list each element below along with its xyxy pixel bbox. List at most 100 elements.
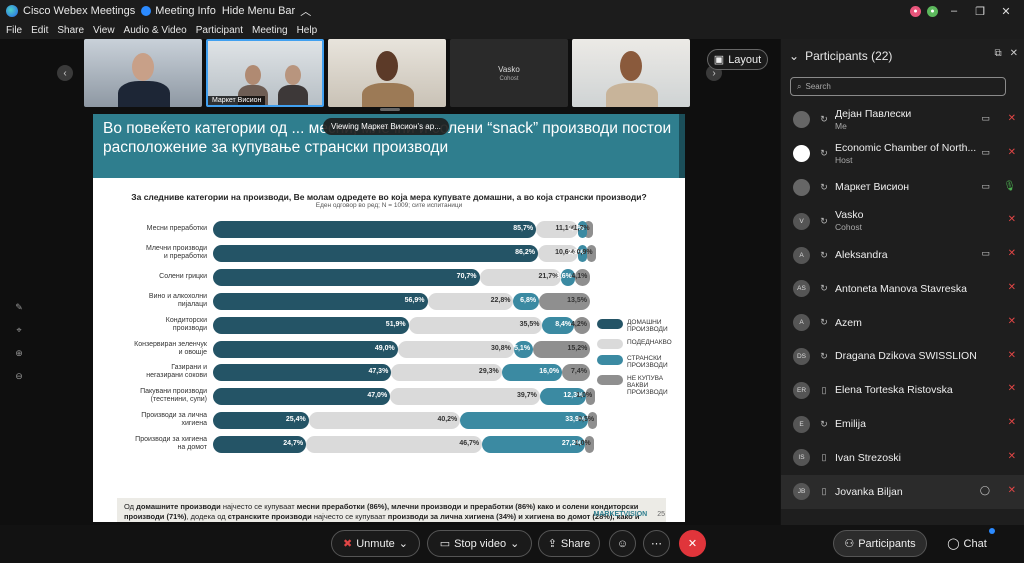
data-label: 46,7%: [459, 440, 480, 448]
stop-video-button[interactable]: ▭ Stop video ⌄: [427, 530, 532, 557]
sync-icon: ↻: [820, 114, 828, 125]
restore-icon[interactable]: ❐: [975, 5, 985, 18]
mic-muted-icon[interactable]: ✕: [1007, 146, 1016, 158]
person-silhouette: [606, 83, 658, 107]
participant-row[interactable]: ↻ Economic Chamber of North... Host ▭ ✕: [781, 137, 1024, 171]
menu-file[interactable]: File: [6, 25, 23, 36]
data-label: 49,0%: [374, 344, 395, 352]
unmute-button[interactable]: ✖ Unmute ⌄: [331, 530, 420, 557]
category-label: Газирани и негазирани сокови: [146, 364, 207, 380]
person-silhouette: [620, 51, 642, 81]
participant-row[interactable]: AS ↻ Antoneta Manova Stavreska ✕: [781, 272, 1024, 306]
chat-button[interactable]: ◯ Chat: [947, 537, 987, 551]
sync-icon: ↻: [820, 418, 828, 429]
participants-header[interactable]: ⌄ Participants (22): [789, 49, 893, 63]
mic-muted-icon[interactable]: ✕: [1007, 417, 1016, 429]
video-tile-active-speaker[interactable]: Маркет Висион: [206, 39, 324, 107]
bar-segment: [574, 316, 590, 334]
reactions-button[interactable]: ☺: [609, 530, 636, 557]
avatar: V: [793, 212, 810, 230]
sync-icon: ↻: [820, 283, 828, 294]
participant-name-text: Antoneta Manova Stavreska: [835, 282, 967, 295]
participant-row[interactable]: ↻ Маркет Висион ▭ 🎙: [781, 171, 1024, 205]
status-icon[interactable]: ●: [927, 5, 938, 17]
close-panel-icon[interactable]: ✕: [1009, 48, 1018, 59]
participant-row[interactable]: V ↻ Vasko Cohost ✕: [781, 204, 1024, 238]
summary-text: најчесто се купуваат: [311, 512, 388, 521]
leave-meeting-button[interactable]: ✕: [679, 530, 706, 557]
menu-participant[interactable]: Participant: [195, 25, 243, 36]
bar-segment: [213, 340, 398, 358]
bar-segment: [397, 340, 514, 358]
legend-label: СТРАНСКИ ПРОИЗВОДИ: [627, 355, 668, 369]
slide-question: За следниве категории на производи, Ве м…: [131, 192, 647, 202]
data-label: 8,4%: [555, 320, 572, 328]
menu-audio-video[interactable]: Audio & Video: [123, 25, 187, 36]
data-label: 1,5%: [567, 225, 584, 232]
mic-on-icon[interactable]: 🎙: [1003, 180, 1016, 192]
menu-help[interactable]: Help: [296, 25, 318, 36]
mic-muted-icon[interactable]: ✕: [1007, 113, 1016, 124]
data-label: 15,2%: [567, 344, 588, 352]
participant-row[interactable]: JB ▯ Jovanka Biljan ◯ ✕: [781, 474, 1024, 509]
menu-share[interactable]: Share: [57, 25, 85, 36]
participant-role: Cohost: [835, 222, 862, 233]
participant-row[interactable]: A ↻ Azem ✕: [781, 306, 1024, 340]
notification-icon[interactable]: ●: [910, 5, 921, 17]
participant-row[interactable]: ↻ Дејан Павлески Me ▭ ✕: [781, 103, 1024, 137]
video-tile-no-video[interactable]: Vasko Cohost: [450, 39, 568, 107]
meeting-info-button[interactable]: Meeting Info: [141, 5, 216, 17]
avatar: DS: [793, 347, 810, 365]
data-label: 70,7%: [456, 272, 477, 280]
hide-menu-bar-button[interactable]: Hide Menu Bar ︿: [221, 5, 312, 18]
bar-segment: [427, 292, 514, 310]
participant-row[interactable]: ER ▯ Elena Torteska Ristovska ✕: [781, 373, 1024, 407]
close-icon[interactable]: ✕: [1001, 5, 1011, 18]
legend-label: НЕ КУПУВА ВАКВИ ПРОИЗВОДИ: [627, 375, 668, 396]
participant-row[interactable]: IS ▯ Ivan Strezoski ✕: [781, 441, 1024, 475]
video-role-label: Cohost: [499, 75, 519, 82]
menu-meeting[interactable]: Meeting: [252, 25, 288, 36]
participant-name: Emilija: [835, 418, 866, 430]
page-number: 25: [657, 511, 665, 518]
video-tile[interactable]: [572, 39, 690, 107]
video-tile[interactable]: [328, 39, 446, 107]
prev-videos-button[interactable]: ‹: [57, 65, 73, 81]
search-input[interactable]: ⌕ Search: [790, 77, 1006, 96]
mic-muted-icon[interactable]: ✕: [1007, 450, 1016, 462]
share-icon: ⇪: [547, 538, 557, 550]
share-button[interactable]: ⇪ Share: [538, 530, 600, 557]
participant-name-text: Aleksandra: [835, 249, 888, 262]
bar-segment: [501, 364, 563, 382]
menu-view[interactable]: View: [93, 25, 115, 36]
mic-muted-icon[interactable]: ✕: [1007, 281, 1016, 293]
person-silhouette: [278, 85, 308, 105]
participant-row[interactable]: DS ↻ Dragana Dzikova SWISSLION ✕: [781, 340, 1024, 374]
avatar: JB: [793, 483, 810, 501]
annotate-icon[interactable]: ✎: [15, 302, 23, 312]
popout-icon[interactable]: ⧉: [994, 48, 1002, 59]
participant-row[interactable]: A ↻ Aleksandra ▭ ✕: [781, 238, 1024, 272]
mic-muted-icon[interactable]: ✕: [1007, 349, 1016, 361]
participants-button[interactable]: ⚇ Participants: [833, 530, 927, 557]
data-label: 0,5%: [578, 416, 595, 424]
mic-muted-icon[interactable]: ✕: [1007, 214, 1016, 226]
pointer-icon[interactable]: ⌖: [16, 325, 22, 335]
legend-item: СТРАНСКИ ПРОИЗВОДИ: [597, 355, 672, 369]
layout-button[interactable]: ▣ Layout: [707, 49, 768, 70]
menu-edit[interactable]: Edit: [31, 25, 49, 36]
category-label: Производи за лична хигиена: [141, 412, 207, 428]
mic-muted-icon[interactable]: ✕: [1007, 248, 1016, 260]
mic-muted-icon[interactable]: ✕: [1007, 383, 1016, 395]
mic-muted-icon[interactable]: ✕: [1007, 315, 1016, 327]
chat-icon[interactable]: ◯: [979, 484, 990, 495]
participant-row[interactable]: E ↻ Emilija ✕: [781, 407, 1024, 441]
more-options-button[interactable]: ⋯: [643, 530, 670, 557]
mic-muted-icon[interactable]: ✕: [1007, 484, 1016, 496]
zoom-in-icon[interactable]: ⊕: [15, 348, 23, 358]
minimize-icon[interactable]: –: [950, 5, 958, 17]
zoom-out-icon[interactable]: ⊖: [15, 371, 23, 381]
mobile-device-icon: ▯: [821, 452, 827, 463]
resize-handle[interactable]: [380, 108, 400, 111]
video-tile[interactable]: [84, 39, 202, 107]
